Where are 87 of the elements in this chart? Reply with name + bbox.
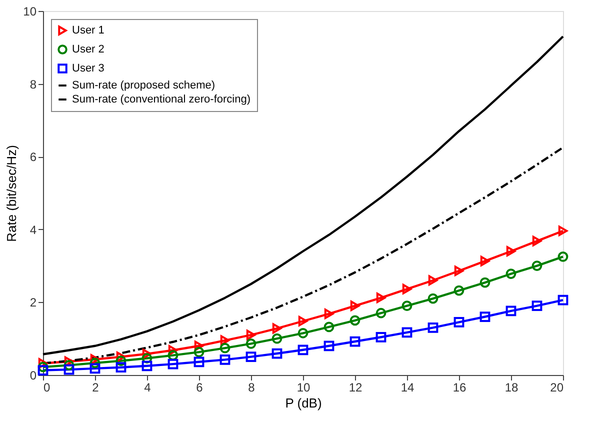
point: [272, 333, 282, 344]
point: [64, 356, 74, 367]
point: [428, 275, 438, 286]
legend-label: Sum-rate (conventional zero-forcing): [72, 94, 251, 106]
y-tick-label: 10: [23, 4, 37, 18]
point: [168, 345, 178, 356]
point: [38, 358, 48, 369]
point: [558, 252, 568, 262]
point: [142, 348, 152, 360]
y-tick-label: 6: [30, 150, 37, 164]
point: [402, 284, 412, 294]
x-tick-label: 4: [144, 380, 152, 394]
point: [428, 293, 438, 304]
point: [246, 352, 256, 362]
y-tick-label: 0: [30, 368, 37, 382]
point: [64, 364, 74, 375]
point: [38, 365, 48, 376]
x-tick-label: 18: [504, 380, 518, 394]
point: [90, 358, 100, 368]
point: [246, 330, 256, 340]
point: [272, 323, 282, 334]
point: [168, 358, 178, 370]
point: [194, 356, 204, 368]
y-axis-title: Rate (bit/sec/Hz): [4, 145, 20, 242]
point: [376, 308, 386, 318]
x-tick-label: 16: [452, 380, 466, 394]
point: [116, 352, 126, 362]
y-tick-label: 8: [30, 77, 37, 92]
point: [142, 360, 152, 372]
legend-label: User 3: [72, 62, 104, 74]
point: [454, 266, 464, 276]
point: [454, 317, 464, 328]
point: [142, 353, 152, 364]
point: [220, 342, 230, 354]
point: [480, 312, 490, 322]
point: [298, 344, 308, 356]
point: [194, 346, 204, 358]
x-tick-label: 6: [196, 380, 204, 394]
point: [64, 360, 74, 370]
point: [506, 246, 516, 256]
point: [428, 322, 438, 333]
x-tick-label: 0: [44, 380, 50, 394]
x-tick-label: 2: [92, 380, 100, 394]
point: [402, 327, 412, 338]
point: [90, 363, 100, 374]
point: [324, 340, 334, 352]
point: [220, 354, 230, 365]
y-tick-label: 4: [30, 222, 37, 237]
legend-label: User 2: [72, 44, 104, 56]
x-tick-label: 14: [400, 380, 414, 394]
point: [298, 328, 308, 338]
point: [532, 236, 542, 246]
point: [480, 256, 490, 266]
x-tick-label: 8: [248, 380, 256, 394]
line-series: [42, 35, 564, 356]
point: [116, 356, 126, 366]
point: [350, 315, 360, 326]
point: [350, 336, 360, 347]
point: [116, 362, 126, 373]
point: [376, 292, 386, 304]
legend-label: User 1: [72, 24, 104, 36]
x-tick-label: 10: [296, 380, 310, 394]
point: [532, 260, 542, 271]
point: [454, 285, 464, 296]
point: [532, 300, 542, 312]
point: [324, 308, 334, 320]
point: [194, 340, 204, 352]
x-tick-label: 12: [348, 380, 362, 394]
point: [38, 362, 48, 372]
point: [298, 316, 308, 326]
point: [272, 348, 282, 359]
legend-label: Sum-rate (proposed scheme): [72, 80, 216, 92]
point: [506, 306, 516, 316]
point: [350, 300, 360, 312]
point: [324, 322, 334, 332]
y-tick-label: 2: [30, 296, 37, 310]
x-tick-label: 20: [550, 380, 564, 394]
point: [506, 268, 516, 279]
point: [376, 332, 386, 342]
x-axis-title: P (dB): [285, 396, 322, 410]
point: [480, 277, 490, 288]
point: [402, 300, 412, 312]
point: [558, 294, 568, 306]
point: [220, 335, 230, 346]
point: [246, 338, 256, 349]
point: [90, 354, 100, 365]
point: [558, 226, 568, 236]
